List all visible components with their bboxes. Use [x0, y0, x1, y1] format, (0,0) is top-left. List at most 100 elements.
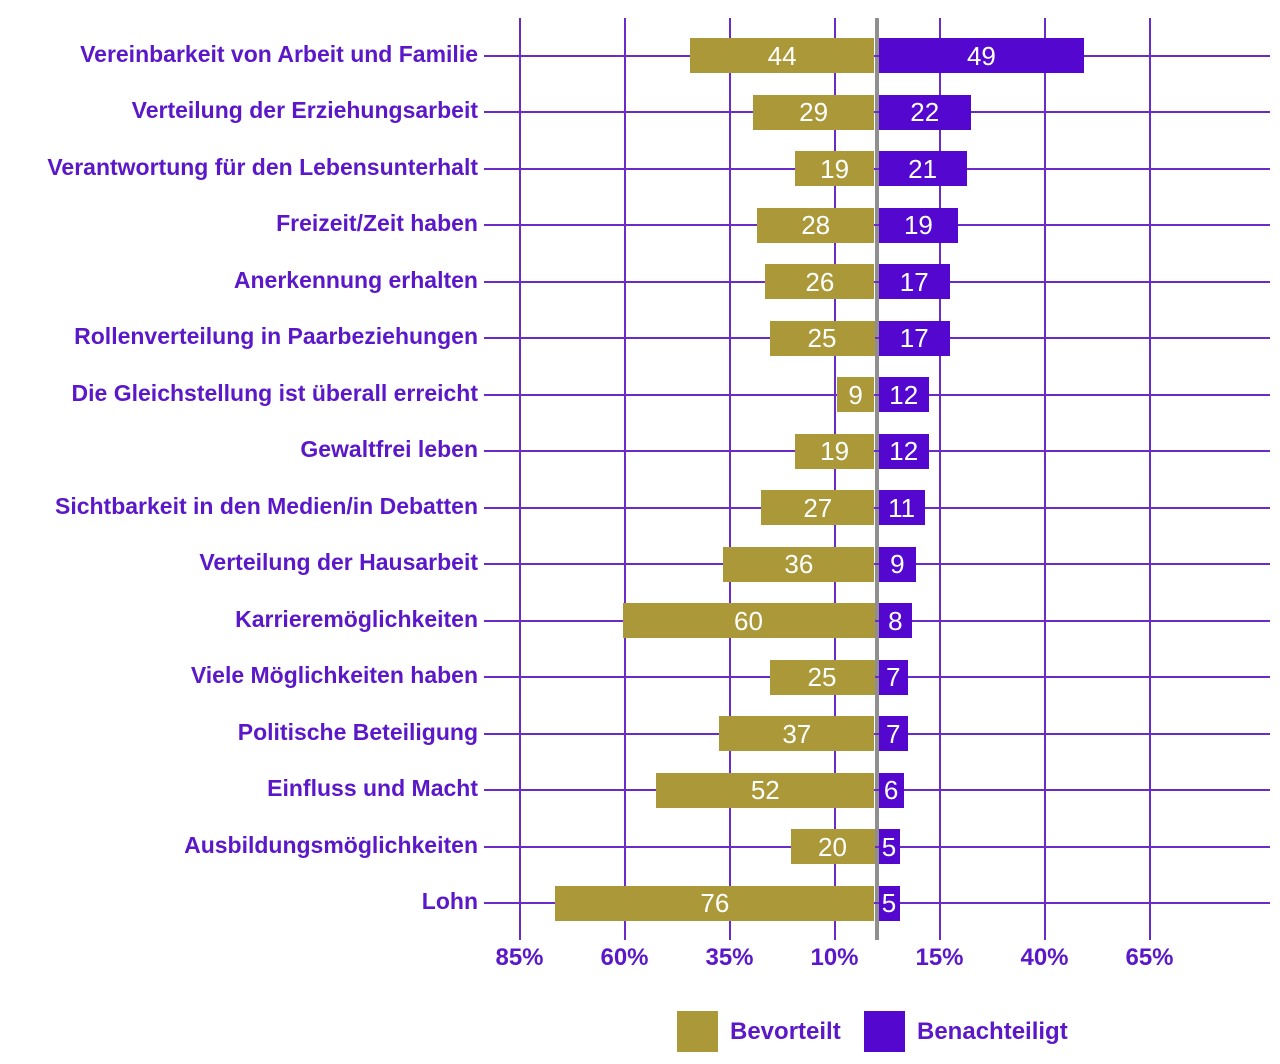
- bevorteilt-bar: 19: [794, 433, 875, 469]
- bar-value-label: 60: [734, 605, 763, 636]
- axis-tick-label: 15%: [915, 944, 964, 971]
- axis-tick-label: 10%: [810, 944, 859, 971]
- bar-value-label: 22: [910, 97, 940, 127]
- axis-tick-label: 65%: [1125, 944, 1174, 971]
- bar-value-label: 12: [889, 436, 919, 466]
- row-gridline: [484, 337, 1270, 339]
- category-label: Rollenverteilung in Paarbeziehungen: [74, 323, 478, 349]
- row-gridline: [484, 506, 1270, 509]
- bar-value-label: 25: [807, 323, 837, 353]
- bar-value-label: 29: [799, 97, 829, 127]
- row-gridline: [484, 676, 1270, 678]
- bar-value-label: 6: [883, 775, 899, 805]
- bar-value-label: 28: [801, 210, 831, 240]
- row-gridline: [484, 732, 1270, 735]
- category-label: Verantwortung für den Lebensunterhalt: [47, 153, 478, 180]
- benachteiligt-bar: 9: [878, 546, 917, 582]
- category-label: Anerkennung erhalten: [233, 266, 478, 293]
- benachteiligt-bar: 19: [878, 207, 959, 243]
- category-label: Sichtbarkeit in den Medien/in Debatten: [54, 492, 478, 519]
- bar-value-label: 9: [848, 379, 863, 410]
- benachteiligt-bar: 5: [878, 829, 900, 864]
- row-gridline: [484, 167, 1270, 170]
- bevorteilt-bar: 26: [765, 264, 875, 299]
- bevorteilt-bar: 76: [555, 885, 875, 921]
- vertical-gridline: [833, 18, 836, 940]
- bar-value-label: 19: [903, 210, 933, 240]
- bar-value-label: 76: [700, 888, 730, 918]
- row-gridline: [484, 450, 1270, 452]
- bevorteilt-bar: 25: [769, 320, 875, 356]
- benachteiligt-bar: 8: [878, 603, 913, 638]
- benachteiligt-bar: 7: [878, 659, 908, 695]
- bar-value-label: 17: [899, 323, 929, 353]
- benachteiligt-bar: 5: [878, 885, 900, 921]
- category-label: Gewaltfrei leben: [300, 436, 478, 462]
- legend-label-bevorteilt: Bevorteilt: [730, 1018, 841, 1045]
- bar-value-label: 7: [885, 662, 901, 692]
- vertical-gridline: [518, 18, 521, 940]
- category-label: Die Gleichstellung ist überall erreicht: [71, 379, 478, 406]
- benachteiligt-bar: 17: [878, 320, 950, 356]
- legend-swatch-benachteiligt: [864, 1011, 905, 1052]
- bar-value-label: 26: [805, 266, 835, 297]
- bevorteilt-bar: 19: [794, 151, 875, 186]
- row-gridline: [484, 789, 1270, 791]
- category-label: Viele Möglichkeiten haben: [190, 662, 478, 688]
- bar-value-label: 5: [881, 831, 897, 862]
- bevorteilt-bar: 28: [756, 207, 875, 243]
- bar-value-label: 25: [807, 662, 837, 692]
- vertical-gridline: [1043, 18, 1046, 940]
- zero-baseline: [874, 18, 879, 940]
- legend-swatch-bevorteilt: [677, 1011, 718, 1052]
- category-label: Ausbildungsmöglichkeiten: [184, 831, 478, 858]
- bar-value-label: 11: [888, 492, 916, 523]
- row-gridline: [484, 280, 1270, 283]
- bevorteilt-bar: 27: [761, 490, 875, 525]
- row-gridline: [484, 111, 1270, 113]
- bar-value-label: 44: [767, 40, 797, 71]
- axis-tick-label: 40%: [1020, 944, 1069, 971]
- bar-value-label: 17: [899, 266, 929, 297]
- vertical-gridline: [728, 18, 731, 940]
- bevorteilt-bar: 25: [769, 659, 875, 695]
- benachteiligt-bar: 6: [878, 772, 904, 808]
- category-label: Karrieremöglichkeiten: [235, 605, 478, 632]
- bar-value-label: 7: [885, 718, 901, 749]
- row-gridline: [484, 54, 1270, 57]
- benachteiligt-bar: 12: [878, 433, 929, 469]
- row-gridline: [484, 393, 1270, 396]
- bevorteilt-bar: 20: [790, 829, 875, 864]
- category-label: Verteilung der Hausarbeit: [199, 549, 478, 575]
- bevorteilt-bar: 9: [836, 377, 875, 412]
- row-gridline: [484, 563, 1270, 565]
- category-label: Freizeit/Zeit haben: [276, 210, 478, 236]
- bar-value-label: 12: [889, 379, 919, 410]
- benachteiligt-bar: 7: [878, 716, 908, 751]
- bar-value-label: 36: [784, 549, 814, 579]
- category-label: Lohn: [421, 888, 478, 914]
- row-gridline: [484, 619, 1270, 622]
- bar-value-label: 8: [888, 605, 903, 636]
- category-label: Verteilung der Erziehungsarbeit: [131, 97, 478, 123]
- legend-label-benachteiligt: Benachteiligt: [917, 1018, 1068, 1045]
- vertical-gridline: [623, 18, 626, 940]
- bevorteilt-bar: 36: [723, 546, 875, 582]
- benachteiligt-bar: 17: [878, 264, 950, 299]
- bar-value-label: 9: [890, 549, 905, 579]
- row-gridline: [484, 224, 1270, 226]
- bar-value-label: 27: [803, 492, 833, 523]
- vertical-gridline: [938, 18, 941, 940]
- bevorteilt-bar: 44: [689, 38, 875, 73]
- bar-value-label: 52: [750, 775, 780, 805]
- axis-tick-label: 85%: [495, 944, 544, 971]
- bevorteilt-bar: 29: [752, 94, 875, 130]
- bar-value-label: 20: [818, 831, 847, 862]
- category-label: Vereinbarkeit von Arbeit und Familie: [80, 40, 478, 67]
- row-gridline: [484, 902, 1270, 904]
- bevorteilt-bar: 52: [656, 772, 875, 808]
- axis-tick-label: 60%: [600, 944, 649, 971]
- benachteiligt-bar: 12: [878, 377, 929, 412]
- benachteiligt-bar: 22: [878, 94, 971, 130]
